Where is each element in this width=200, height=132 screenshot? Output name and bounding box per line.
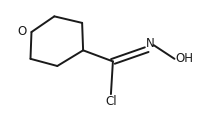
Text: OH: OH <box>175 52 193 65</box>
Text: O: O <box>17 25 27 38</box>
Text: N: N <box>146 37 155 50</box>
Text: Cl: Cl <box>105 95 117 108</box>
